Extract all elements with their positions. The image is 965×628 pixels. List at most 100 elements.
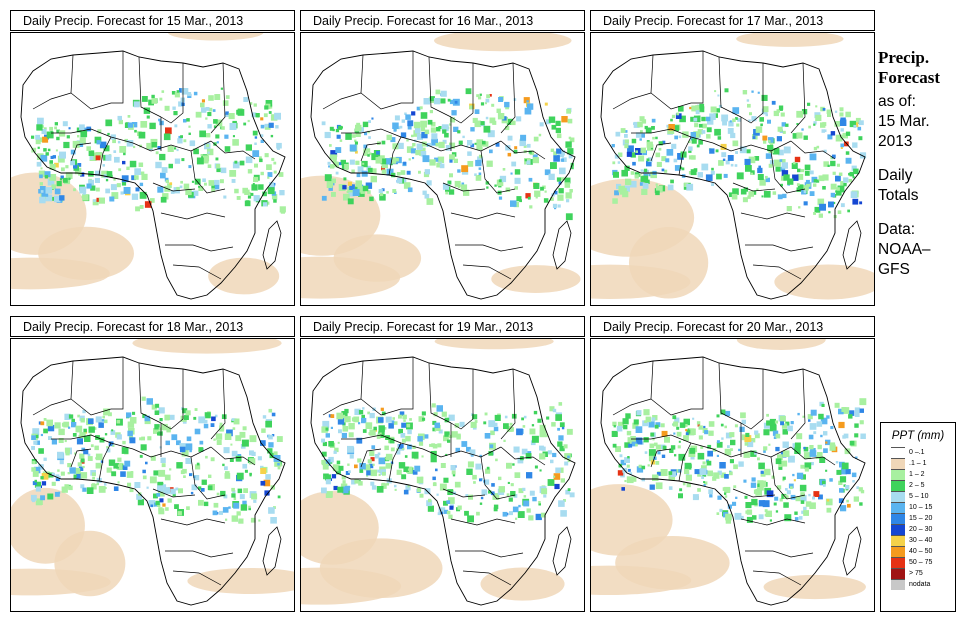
rain-cell: [526, 100, 529, 103]
rain-cell: [361, 417, 367, 424]
rain-cell: [538, 133, 542, 137]
rain-cell: [249, 472, 252, 476]
rain-cell: [456, 435, 461, 440]
madagascar-outline: [552, 526, 572, 576]
rain-cell: [101, 419, 105, 422]
rain-cell: [818, 175, 825, 182]
rain-cell: [95, 152, 103, 159]
rain-cell: [159, 97, 163, 101]
dry-area-mark: [167, 33, 264, 41]
rain-cell: [80, 472, 88, 479]
rain-cell: [271, 194, 278, 200]
rain-cell: [265, 100, 273, 107]
dry-area-mark: [591, 565, 692, 595]
rain-cell: [794, 442, 801, 449]
rain-cell: [612, 421, 617, 426]
rain-cell: [632, 422, 639, 429]
rain-cell: [749, 112, 752, 116]
rain-cell: [82, 465, 85, 469]
rain-cell: [808, 125, 811, 129]
country-border: [462, 570, 512, 586]
legend-item: .1 – 1: [891, 458, 955, 469]
rain-cell: [233, 418, 240, 425]
rain-cell: [744, 442, 749, 446]
rain-cell: [269, 184, 275, 190]
rain-cell: [502, 168, 506, 171]
rain-cell: [673, 432, 676, 435]
rain-cell: [215, 433, 223, 440]
rain-cell: [207, 485, 213, 491]
rain-cell: [133, 145, 136, 149]
rain-cell: [32, 481, 37, 486]
rain-cell: [516, 196, 522, 202]
rain-cell: [480, 496, 484, 500]
rain-cell: [450, 465, 456, 471]
rain-cell: [719, 462, 726, 469]
rain-cell: [719, 508, 723, 512]
africa-coastline: [310, 356, 576, 606]
rain-cell: [461, 165, 469, 173]
rain-cell: [673, 421, 679, 427]
rain-cell: [468, 494, 473, 500]
rain-cell: [792, 473, 795, 477]
rain-cell: [559, 446, 565, 452]
rain-cell: [127, 430, 133, 437]
country-border: [422, 446, 502, 458]
rain-cell: [822, 108, 826, 111]
rain-cell: [56, 181, 62, 187]
rain-cell: [427, 505, 434, 512]
rain-cell: [159, 153, 166, 161]
rain-cell: [626, 430, 632, 436]
rain-cell: [163, 133, 171, 141]
rain-cell: [480, 478, 484, 481]
rain-cell: [784, 514, 792, 522]
rain-cell: [827, 134, 833, 140]
rain-cell: [671, 143, 677, 149]
rain-cell: [31, 494, 37, 501]
rain-cell: [443, 435, 449, 442]
forecast-panel-19: Daily Precip. Forecast for 19 Mar., 2013: [300, 316, 585, 612]
rain-cell: [57, 451, 64, 459]
rain-cell: [823, 149, 827, 153]
rain-cell: [636, 466, 644, 473]
rain-cell: [742, 197, 748, 203]
rain-cell: [655, 422, 661, 428]
rain-cell: [820, 434, 823, 438]
precip-map: [300, 32, 585, 306]
rain-cell: [146, 486, 149, 489]
rain-cell: [827, 113, 831, 117]
rain-cell: [815, 114, 822, 121]
rain-cell: [506, 462, 512, 469]
rain-cell: [553, 155, 560, 162]
rain-cell: [803, 185, 809, 191]
rain-cell: [539, 445, 544, 451]
rain-cell: [381, 161, 388, 169]
legend-items: 0 –.1 .1 – 1 1 – 2 2 – 5 5 – 10 10 – 15 …: [881, 447, 955, 590]
rain-cell: [640, 147, 646, 154]
rain-cell: [147, 436, 152, 441]
panel-title: Daily Precip. Forecast for 15 Mar., 2013: [10, 10, 295, 31]
rain-cell: [198, 185, 201, 188]
rain-cell: [852, 480, 855, 483]
country-border: [138, 56, 162, 118]
rain-cell: [775, 166, 781, 172]
rain-cell: [845, 485, 850, 490]
rain-cell: [144, 415, 150, 422]
rain-cell: [255, 113, 260, 118]
rain-cell: [697, 115, 701, 119]
rain-cell: [484, 433, 491, 439]
rain-cell: [338, 125, 343, 130]
rain-cell: [206, 148, 214, 156]
rain-cell: [780, 183, 783, 187]
rain-cell: [646, 160, 652, 167]
rain-cell: [498, 486, 505, 493]
rain-cell: [448, 189, 455, 195]
rain-cell: [224, 466, 228, 471]
rain-cell: [490, 430, 495, 436]
rain-cell: [106, 446, 109, 449]
rain-cell: [560, 510, 567, 517]
rain-cell: [803, 201, 808, 206]
rain-cell: [625, 178, 632, 185]
rain-cell: [727, 128, 734, 134]
rain-cell: [808, 419, 811, 422]
